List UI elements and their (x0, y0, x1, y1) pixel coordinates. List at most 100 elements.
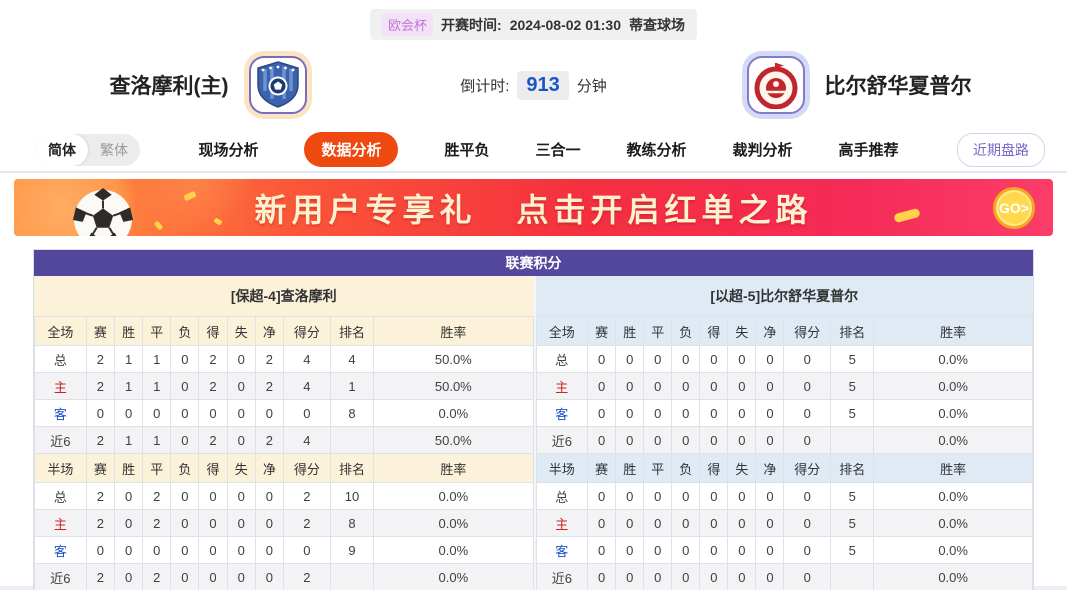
column-header-cell: 得分 (783, 453, 832, 483)
lang-simplified-button[interactable]: 简体 (36, 133, 88, 166)
column-header-cell: 胜 (615, 316, 645, 346)
table-cell: 2 (85, 345, 116, 373)
table-cell: 4 (282, 345, 331, 373)
banner-text: 新用户专享礼 点击开启红单之路 (14, 179, 1053, 236)
away-team-logo (746, 56, 805, 114)
table-cell: 0 (755, 426, 785, 454)
table-row: 客 0 0 0 0 0 0 0 0 8 0.0% (34, 399, 534, 427)
table-cell: 0 (783, 399, 832, 427)
table-cell: 0.0% (873, 563, 1033, 590)
banner-text-2: 点击开启红单之路 (516, 191, 813, 228)
soccer-ball-icon (72, 188, 134, 236)
table-cell: 0.0% (873, 509, 1033, 537)
column-header-row: 半场赛胜平负得失净得分 排名 胜率 (535, 453, 1033, 483)
tab-三合一[interactable]: 三合一 (535, 142, 581, 159)
table-cell: 0 (587, 482, 617, 510)
table-cell: 0 (226, 399, 256, 427)
table-cell: 2 (198, 426, 228, 454)
table-cell: 0 (587, 426, 617, 454)
table-cell: 2 (282, 509, 331, 537)
table-cell: 0 (587, 399, 617, 427)
table-cell: 0 (198, 563, 228, 590)
table-cell: 0 (615, 509, 645, 537)
column-header-cell: 胜 (113, 316, 144, 346)
promo-banner[interactable]: 新用户专享礼 点击开启红单之路 GO> (14, 179, 1053, 236)
table-cell: 0 (643, 372, 673, 400)
table-cell: 0 (643, 536, 673, 564)
table-cell: 1 (142, 372, 172, 400)
table-cell: 0 (727, 426, 757, 454)
table-row: 客 0 0 0 0 0 0 0 0 5 0.0% (535, 536, 1033, 564)
table-row: 总 0 0 0 0 0 0 0 0 5 0.0% (535, 482, 1033, 510)
table-title: 联赛积分 (34, 250, 1033, 276)
table-cell: 0 (643, 482, 673, 510)
table-cell: 0 (198, 482, 228, 510)
table-cell: 8 (329, 399, 375, 427)
tab-胜平负[interactable]: 胜平负 (444, 142, 490, 159)
table-cell: 0 (254, 563, 284, 590)
table-cell: 0 (113, 509, 144, 537)
table-cell: 0 (85, 399, 116, 427)
row-label: 主 (34, 509, 87, 537)
table-cell: 0 (727, 509, 757, 537)
table-cell: 0 (282, 399, 331, 427)
lang-traditional-button[interactable]: 繁体 (100, 141, 128, 158)
table-cell: 0 (755, 482, 785, 510)
column-header-cell: 平 (142, 453, 172, 483)
tab-裁判分析[interactable]: 裁判分析 (732, 142, 793, 159)
column-header-cell: 赛 (85, 316, 116, 346)
table-cell: 1 (142, 426, 172, 454)
table-cell: 0 (170, 563, 200, 590)
table-cell: 0 (587, 372, 617, 400)
row-label: 近6 (535, 426, 589, 454)
column-header-cell: 得 (198, 453, 228, 483)
row-label: 主 (535, 509, 589, 537)
tab-高手推荐[interactable]: 高手推荐 (838, 142, 899, 159)
column-header-cell: 排名 (329, 316, 375, 346)
home-team-logo (248, 56, 307, 114)
tab-数据分析[interactable]: 数据分析 (304, 132, 399, 167)
recent-trends-button[interactable]: 近期盘路 (957, 132, 1045, 167)
table-row: 客 0 0 0 0 0 0 0 0 5 0.0% (535, 399, 1033, 427)
tab-现场分析[interactable]: 现场分析 (198, 142, 259, 159)
table-cell: 0 (170, 482, 200, 510)
column-header-cell: 负 (170, 316, 200, 346)
table-cell: 5 (830, 509, 875, 537)
table-cell: 0.0% (873, 345, 1033, 373)
table-cell: 0 (254, 399, 284, 427)
tab-教练分析[interactable]: 教练分析 (626, 142, 687, 159)
nav-tabs: 现场分析 数据分析 胜平负 三合一 教练分析 裁判分析 高手推荐 (140, 132, 957, 167)
table-cell: 0.0% (873, 426, 1033, 454)
table-cell: 0 (198, 509, 228, 537)
row-label: 近6 (535, 563, 589, 590)
table-cell: 0 (142, 536, 172, 564)
countdown-label: 倒计时: (460, 77, 510, 95)
table-cell: 0 (113, 563, 144, 590)
table-halves: [保超-4]查洛摩利 全场赛胜平负得失净得分 排名 胜率总 2 1 1 0 2 0 2 4 4 50.0%… (34, 276, 1033, 590)
table-cell: 2 (85, 426, 116, 454)
table-cell: 4 (282, 426, 331, 454)
table-cell: 0 (226, 372, 256, 400)
table-cell: 0 (699, 426, 729, 454)
column-header-row: 半场赛胜平负得失净得分 排名 胜率 (34, 453, 534, 483)
table-cell: 5 (830, 536, 875, 564)
go-button[interactable]: GO> (993, 187, 1035, 229)
table-cell: 50.0% (373, 372, 534, 400)
table-half-home: [保超-4]查洛摩利 全场赛胜平负得失净得分 排名 胜率总 2 1 1 0 2 0 2 4 4 50.0%… (34, 276, 534, 590)
table-cell: 0 (587, 509, 617, 537)
table-row: 近6 0 0 0 0 0 0 0 0 0.0% (535, 426, 1033, 454)
table-cell: 0 (643, 509, 673, 537)
table-cell: 0 (727, 563, 757, 590)
table-cell: 0 (170, 372, 200, 400)
table-cell: 2 (254, 345, 284, 373)
table-cell: 0 (699, 345, 729, 373)
column-header-cell: 负 (671, 453, 701, 483)
row-label: 总 (34, 482, 87, 510)
table-cell: 4 (282, 372, 331, 400)
table-cell: 0 (727, 482, 757, 510)
table-cell: 0 (671, 563, 701, 590)
countdown: 倒计时: 913 分钟 (416, 70, 651, 100)
table-cell (329, 563, 375, 590)
column-header-cell: 失 (727, 453, 757, 483)
